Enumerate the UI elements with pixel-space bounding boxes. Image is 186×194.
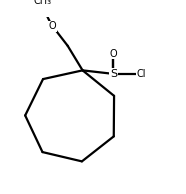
Text: S: S: [110, 69, 117, 79]
Text: O: O: [49, 21, 57, 31]
Text: CH₃: CH₃: [34, 0, 52, 6]
Text: O: O: [110, 49, 117, 59]
Text: O: O: [110, 49, 117, 59]
Text: Cl: Cl: [136, 69, 146, 79]
